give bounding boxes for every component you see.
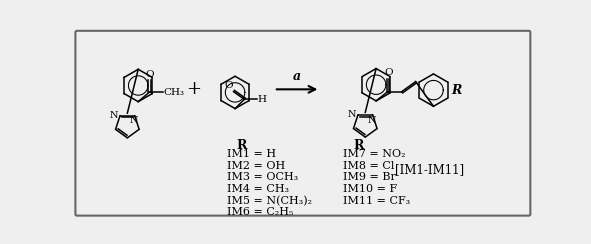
Text: IM9 = Br: IM9 = Br (343, 173, 396, 183)
Text: H: H (258, 95, 267, 104)
Text: IM11 = CF₃: IM11 = CF₃ (343, 196, 410, 206)
Text: IM10 = F: IM10 = F (343, 184, 397, 194)
Text: IM1 = H: IM1 = H (226, 149, 275, 159)
Text: CH₃: CH₃ (164, 88, 185, 97)
Text: O: O (145, 70, 154, 79)
Text: R: R (353, 139, 363, 152)
Text: R: R (452, 84, 462, 97)
Text: R: R (237, 139, 247, 152)
Text: [IM1-IM11]: [IM1-IM11] (395, 163, 464, 176)
Text: IM4 = CH₃: IM4 = CH₃ (226, 184, 288, 194)
FancyBboxPatch shape (76, 31, 530, 216)
Text: N: N (347, 110, 356, 119)
Text: N: N (368, 116, 376, 125)
Text: O: O (384, 68, 393, 77)
Text: IM5 = N(CH₃)₂: IM5 = N(CH₃)₂ (226, 196, 311, 206)
Text: N: N (109, 111, 118, 120)
Text: O: O (224, 81, 233, 90)
Text: IM3 = OCH₃: IM3 = OCH₃ (226, 173, 298, 183)
Text: a: a (293, 70, 301, 83)
Text: +: + (187, 80, 202, 98)
Text: IM2 = OH: IM2 = OH (226, 161, 285, 171)
Text: N: N (129, 116, 138, 125)
Text: IM6 = C₂H₅: IM6 = C₂H₅ (226, 207, 293, 217)
Text: IM8 = Cl: IM8 = Cl (343, 161, 394, 171)
Text: IM7 = NO₂: IM7 = NO₂ (343, 149, 405, 159)
